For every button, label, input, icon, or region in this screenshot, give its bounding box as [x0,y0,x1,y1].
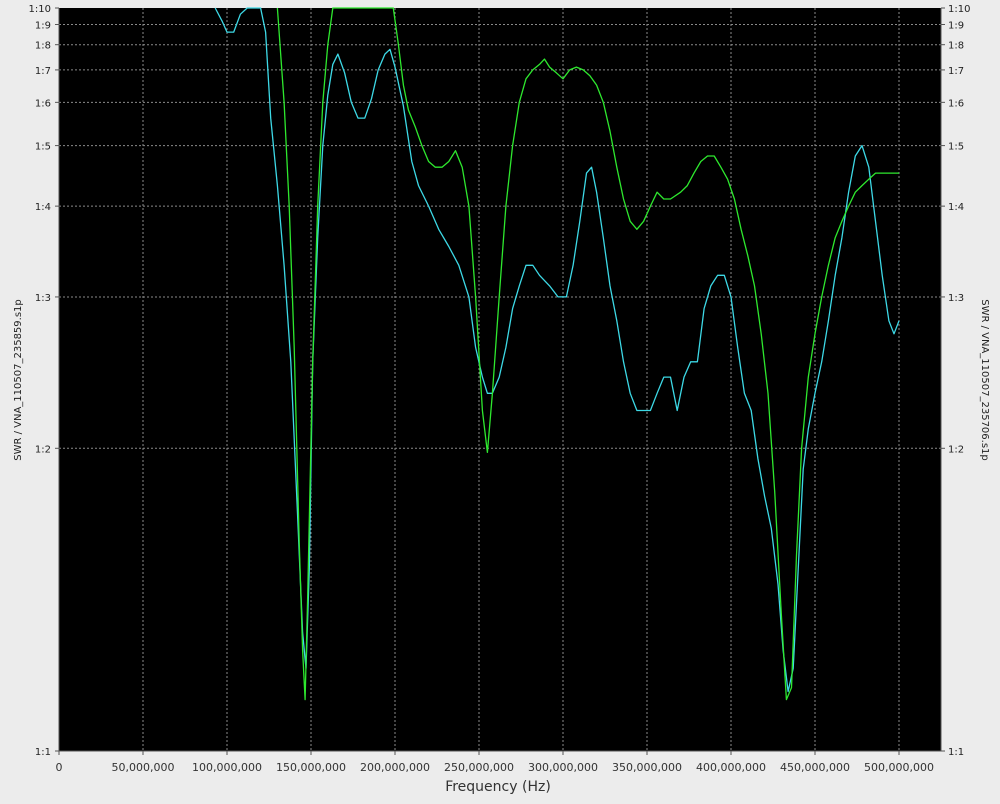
y-tick-label-right: 1:2 [948,444,964,455]
x-tick-label: 50,000,000 [112,761,175,774]
x-tick-label: 400,000,000 [696,761,766,774]
axes [58,8,942,752]
y-tick-label-right: 1:3 [948,293,964,304]
y-tick-label-right: 1:10 [948,4,970,15]
y-tick-label-left: 1:8 [35,41,51,52]
x-tick-labels: 0 50,000,000 100,000,000 150,000,000 200,000… [56,751,934,774]
series-layer [214,7,900,701]
y-tick-labels: 1:10 1:10 1:9 1:9 1:8 1:8 1:7 1:7 1:6 1:6 1:5 1:5 1:… [29,4,971,758]
y-tick-label-right: 1:4 [948,202,964,213]
y-axis-label-left: SWR / VNA_110507_235859.s1p [13,299,24,461]
x-tick-label: 0 [56,761,63,774]
x-tick-label: 200,000,000 [360,761,430,774]
x-tick-label: 300,000,000 [528,761,598,774]
x-tick-label: 350,000,000 [612,761,682,774]
grid-lines [59,8,941,751]
y-tick-label-left: 1:10 [29,4,51,15]
y-tick-label-left: 1:9 [35,21,51,32]
x-tick-label: 250,000,000 [444,761,514,774]
y-tick-label-right: 1:6 [948,98,964,109]
y-tick-label-left: 1:4 [35,202,51,213]
x-tick-label: 500,000,000 [864,761,934,774]
x-tick-label: 450,000,000 [780,761,850,774]
y-tick-label-right: 1:7 [948,66,964,77]
y-tick-label-right: 1:8 [948,41,964,52]
y-tick-label-left: 1:3 [35,293,51,304]
y-tick-label-left: 1:5 [35,142,51,153]
y-tick-label-left: 1:2 [35,444,51,455]
y-tick-label-left: 1:1 [35,747,51,758]
y-tick-label-left: 1:7 [35,66,51,77]
y-axis-label-right: SWR / VNA_110507_235706.s1p [979,299,990,461]
x-tick-label: 100,000,000 [192,761,262,774]
y-tick-label-right: 1:9 [948,21,964,32]
y-tick-label-right: 1:5 [948,142,964,153]
y-tick-label-left: 1:6 [35,98,51,109]
x-axis-label: Frequency (Hz) [445,779,551,795]
y-tick-label-right: 1:1 [948,747,964,758]
series-line-2 [276,7,899,701]
x-tick-label: 150,000,000 [276,761,346,774]
